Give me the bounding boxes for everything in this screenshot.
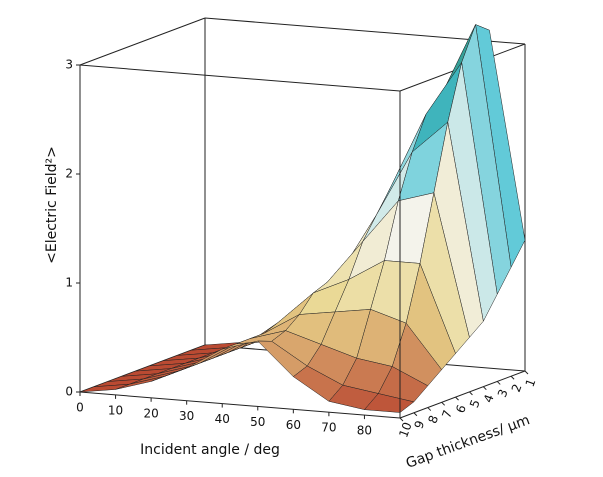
box-edge <box>399 370 526 419</box>
y-tick <box>496 381 501 385</box>
x-tick-label: 20 <box>143 406 158 420</box>
y-tick-label: 3 <box>495 387 511 399</box>
x-tick-label: 50 <box>250 415 265 429</box>
y-tick-label: 1 <box>523 377 539 389</box>
box-edge <box>79 64 401 92</box>
x-tick-label: 60 <box>286 418 301 432</box>
y-tick-label: 8 <box>425 413 441 425</box>
y-axis-label: Gap thickness/ μm <box>404 412 532 472</box>
z-axis-label: <Electric Field²> <box>44 146 60 264</box>
y-tick-label: 10 <box>396 420 414 439</box>
y-tick-label: 4 <box>481 393 497 405</box>
box-front <box>79 64 526 419</box>
x-axis-label: Incident angle / deg <box>140 442 280 458</box>
y-tick-label: 9 <box>412 419 428 431</box>
y-tick <box>399 417 404 422</box>
y-tick <box>510 375 515 380</box>
x-tick-label: 70 <box>321 421 336 435</box>
y-tick <box>469 391 473 396</box>
x-tick-label: 40 <box>215 412 230 426</box>
y-tick-label: 5 <box>467 398 483 410</box>
z-tick-label: 2 <box>65 167 73 181</box>
box-edge <box>79 17 206 66</box>
y-tick <box>524 370 529 375</box>
y-tick <box>455 396 459 401</box>
y-tick-label: 6 <box>453 403 469 415</box>
z-tick-label: 1 <box>65 276 73 290</box>
y-tick-label: 2 <box>509 382 525 394</box>
x-tick-label: 10 <box>108 403 123 417</box>
y-tick <box>482 386 487 391</box>
box-edge <box>79 391 401 419</box>
y-tick <box>413 412 418 417</box>
y-tick <box>427 407 432 411</box>
x-tick-label: 0 <box>76 401 84 415</box>
z-tick-label: 0 <box>65 385 73 399</box>
y-tick-label: 7 <box>439 408 455 420</box>
x-tick-label: 80 <box>357 424 372 438</box>
surface <box>79 24 526 413</box>
x-tick-label: 30 <box>179 409 194 423</box>
y-tick <box>441 401 446 406</box>
z-tick-label: 3 <box>65 58 73 72</box>
